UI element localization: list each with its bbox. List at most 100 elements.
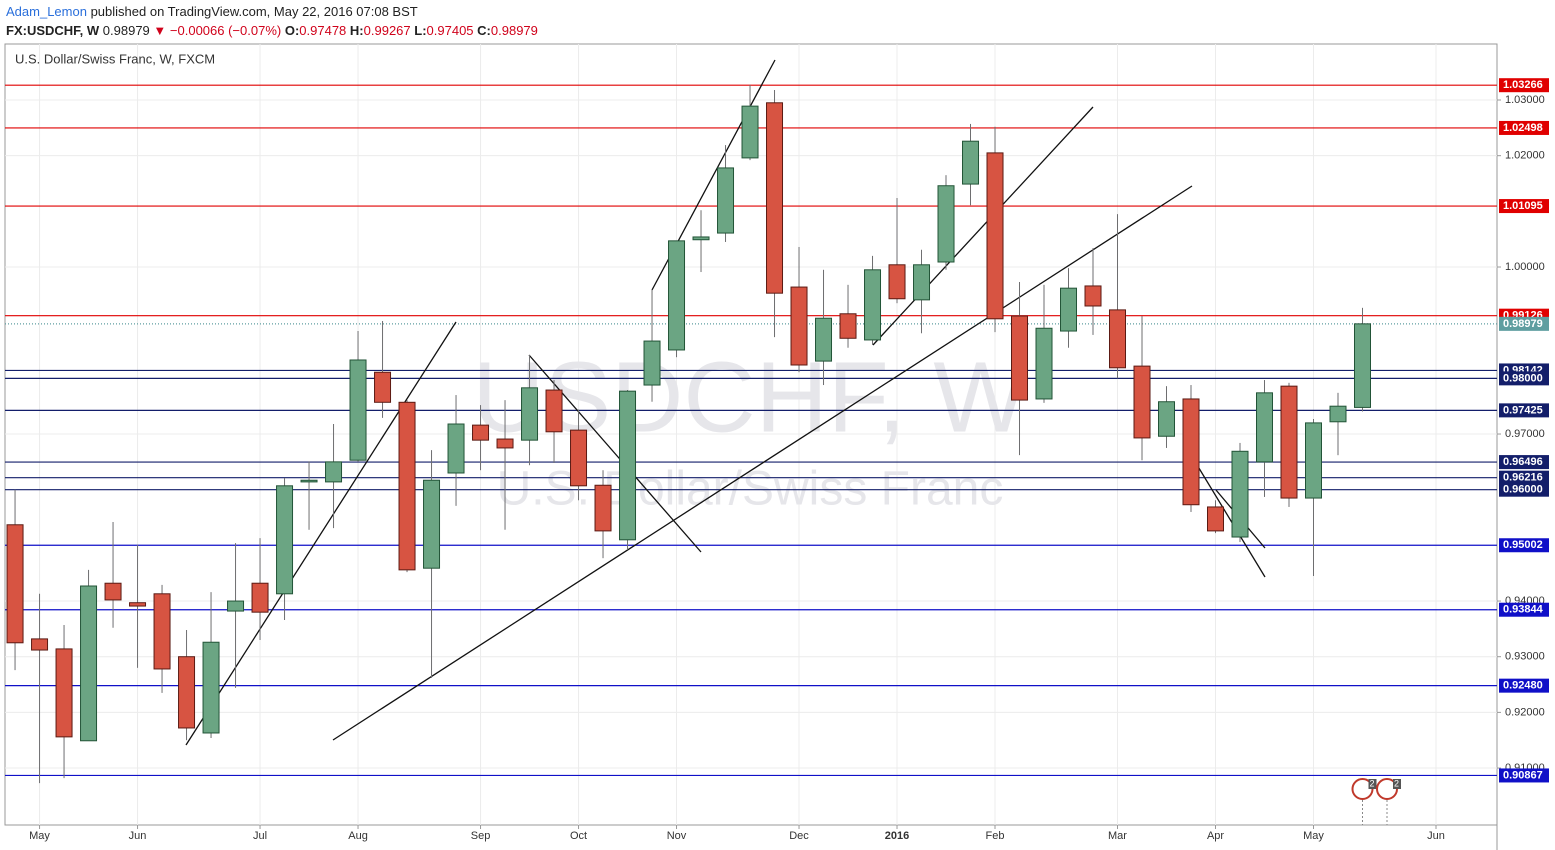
y-tick-label: 0.93000 — [1505, 651, 1545, 663]
down-body — [398, 401, 416, 571]
level-label: 0.96216 — [1503, 472, 1543, 484]
l-value: 0.97405 — [426, 23, 474, 38]
up-body — [741, 105, 759, 159]
up-body — [276, 485, 294, 595]
event-count-bg — [1392, 779, 1401, 789]
x-tick-label: Jun — [129, 830, 147, 842]
author[interactable]: Adam_Lemon — [6, 4, 87, 19]
up-body — [1329, 405, 1347, 423]
y-tick-label: 1.03000 — [1505, 94, 1545, 106]
down-body — [839, 313, 857, 339]
up-body — [1256, 392, 1274, 463]
level-label-bg — [1499, 602, 1549, 617]
c-value: 0.98979 — [490, 23, 538, 38]
down-body — [1133, 365, 1151, 439]
down-body — [178, 656, 196, 729]
trend-line[interactable] — [528, 354, 702, 553]
up-body — [864, 269, 882, 341]
y-tick-label: 0.97000 — [1505, 428, 1545, 440]
down-body — [6, 524, 24, 644]
level-label: 0.96496 — [1503, 456, 1543, 468]
level-label: 0.95002 — [1503, 539, 1543, 551]
up-body — [937, 185, 955, 263]
level-label-bg — [1499, 538, 1549, 553]
trend-line[interactable] — [872, 106, 1094, 346]
level-label-bg — [1499, 199, 1549, 214]
level-label-bg — [1499, 316, 1549, 331]
down-body — [766, 102, 784, 294]
o-label: O: — [284, 23, 300, 38]
down-body — [472, 424, 490, 441]
level-label-bg — [1499, 455, 1549, 470]
trend-line[interactable] — [1190, 454, 1266, 578]
event-count: 2 — [1394, 778, 1399, 788]
down-body — [888, 264, 906, 300]
grid — [5, 44, 1497, 825]
level-label: 0.98000 — [1503, 372, 1543, 384]
level-label: 1.03266 — [1503, 79, 1543, 91]
up-body — [1353, 323, 1371, 408]
down-body — [1207, 506, 1225, 532]
event-count: 2 — [1369, 778, 1374, 788]
published: published on TradingView.com, May 22, 20… — [90, 4, 418, 19]
down-body — [1182, 398, 1200, 506]
up-body — [913, 264, 931, 301]
up-body — [80, 585, 98, 742]
down-body — [1109, 309, 1127, 369]
down-body — [129, 602, 147, 607]
down-body — [496, 438, 514, 449]
c-label: C: — [477, 23, 491, 38]
x-tick-label: Dec — [789, 830, 809, 842]
l-label: L: — [414, 23, 427, 38]
level-label: 0.90867 — [1503, 769, 1543, 781]
up-body — [325, 461, 343, 483]
level-label-bg — [1499, 371, 1549, 386]
down-body — [790, 286, 808, 366]
trend-line[interactable] — [332, 185, 1193, 741]
level-label: 0.92480 — [1503, 680, 1543, 692]
h-label: H: — [349, 23, 364, 38]
level-label: 0.98979 — [1503, 318, 1543, 330]
x-tick-label: Jun — [1427, 830, 1445, 842]
x-tick-label: Nov — [667, 830, 687, 842]
symbol: FX:USDCHF, W — [6, 23, 100, 38]
change: ▼ −0.00066 (−0.07%) — [153, 23, 282, 38]
y-tick-label: 1.02000 — [1505, 150, 1545, 162]
level-label: 0.93844 — [1503, 604, 1544, 616]
x-tick-label: 2016 — [885, 830, 909, 842]
up-body — [521, 387, 539, 441]
level-label: 0.96000 — [1503, 484, 1543, 496]
up-body — [717, 167, 735, 234]
y-tick-label: 0.92000 — [1505, 706, 1545, 718]
o-value: 0.97478 — [299, 23, 347, 38]
down-body — [153, 593, 171, 670]
up-body — [423, 479, 441, 569]
header: Adam_Lemon published on TradingView.com,… — [6, 2, 538, 40]
up-body — [227, 600, 245, 612]
up-body — [300, 479, 318, 483]
last-price: 0.98979 — [102, 23, 150, 38]
up-body — [447, 423, 465, 474]
x-tick-label: Mar — [1108, 830, 1127, 842]
up-body — [692, 236, 710, 241]
publish-line: Adam_Lemon published on TradingView.com,… — [6, 2, 538, 21]
up-body — [643, 340, 661, 386]
level-label-bg — [1499, 403, 1549, 418]
level-label-bg — [1499, 120, 1549, 135]
x-tick-label: Aug — [348, 830, 368, 842]
up-body — [349, 359, 367, 461]
down-body — [31, 638, 49, 651]
axes: 1.030001.020001.000000.970000.940000.930… — [29, 78, 1549, 842]
watermark: USDCHF, W — [472, 341, 1028, 453]
level-label-bg — [1499, 678, 1549, 693]
candles — [6, 84, 1371, 784]
trend-line[interactable] — [185, 321, 457, 746]
y-tick-label: 1.00000 — [1505, 261, 1545, 273]
down-body — [1084, 285, 1102, 307]
x-tick-label: Apr — [1207, 830, 1224, 842]
up-body — [815, 317, 833, 362]
event-count-bg — [1368, 779, 1377, 789]
level-label: 0.97425 — [1503, 404, 1543, 416]
x-tick-label: Jul — [253, 830, 267, 842]
